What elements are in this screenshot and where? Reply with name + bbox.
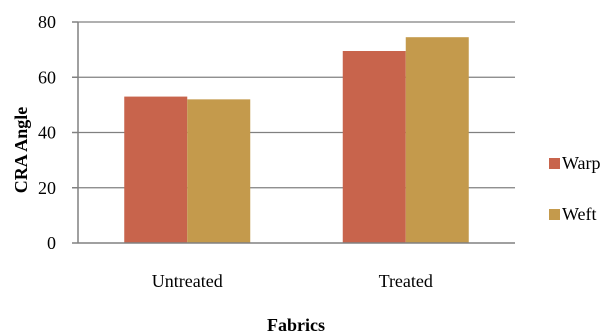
y-tick-label: 80 xyxy=(38,12,56,32)
x-axis-title: Fabrics xyxy=(267,315,325,335)
y-tick-labels: 0 20 40 60 80 xyxy=(38,12,56,253)
y-tick-label: 40 xyxy=(38,123,56,143)
axes xyxy=(72,21,515,244)
y-tick-label: 20 xyxy=(38,178,56,198)
legend-label-weft: Weft xyxy=(562,204,597,224)
legend-label-warp: Warp xyxy=(562,153,601,173)
x-category-label: Untreated xyxy=(152,271,223,291)
bar-weft-treated xyxy=(405,37,469,243)
bars xyxy=(124,37,469,244)
legend-swatch-warp xyxy=(549,158,560,169)
bar-warp-untreated xyxy=(124,96,188,244)
bar-weft-untreated xyxy=(187,99,251,243)
y-tick-label: 60 xyxy=(38,67,56,87)
legend-swatch-weft xyxy=(549,209,560,220)
legend: Warp Weft xyxy=(549,153,601,224)
y-tick-label: 0 xyxy=(47,233,56,253)
bar-warp-treated xyxy=(342,51,406,243)
y-axis-title: CRA Angle xyxy=(11,107,31,194)
x-category-labels: Untreated Treated xyxy=(152,271,433,291)
x-category-label: Treated xyxy=(379,271,433,291)
